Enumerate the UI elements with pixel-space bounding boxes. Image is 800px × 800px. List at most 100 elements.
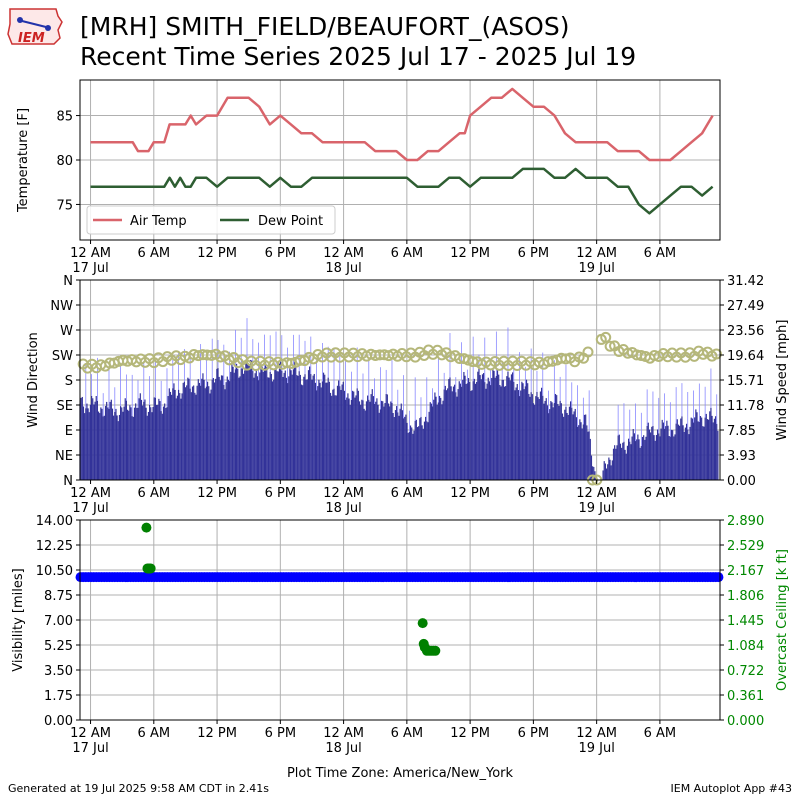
visibility-markers	[75, 572, 724, 583]
x-date-label: 18 Jul	[325, 741, 361, 756]
wind-direction-point	[710, 348, 722, 360]
x-tick-label: 12 AM	[576, 486, 617, 501]
wind-speed-tick-label: 11.78	[727, 399, 764, 414]
wind-direction-tick-label: NW	[50, 299, 73, 314]
grid-layer	[80, 80, 720, 720]
x-tick-label: 12 PM	[197, 726, 237, 741]
wind-direction-tick-label: N	[63, 274, 73, 289]
legend-box	[86, 205, 336, 235]
wind-direction-tick-label: SW	[52, 349, 73, 364]
temperature-legend: Air Temp Dew Point	[86, 205, 336, 235]
ceiling-tick-label: 2.167	[727, 564, 764, 579]
visibility-tick-label: 5.25	[44, 639, 73, 654]
x-date-label: 18 Jul	[325, 501, 361, 516]
temperature-axis-label: Temperature [F]	[16, 108, 31, 213]
visibility-tick-label: 3.50	[44, 664, 73, 679]
y-tick-label: 85	[56, 110, 73, 125]
x-tick-label: 6 AM	[644, 246, 677, 261]
wind-speed-tick-label: 31.42	[727, 274, 764, 289]
y-tick-label: 75	[56, 198, 73, 213]
ceiling-point	[141, 522, 152, 533]
x-tick-label: 6 AM	[138, 246, 171, 261]
footer-generated-text: Generated at 19 Jul 2025 9:58 AM CDT in …	[8, 782, 269, 795]
ceiling-point	[145, 563, 156, 574]
x-tick-label: 12 AM	[70, 726, 111, 741]
x-tick-label: 6 AM	[391, 486, 424, 501]
wind-speed-axis-label: Wind Speed [mph]	[775, 320, 790, 441]
x-date-label: 19 Jul	[578, 261, 614, 276]
chart-title-line1: [MRH] SMITH_FIELD/BEAUFORT_(ASOS)	[80, 12, 570, 41]
x-tick-label: 12 AM	[323, 486, 364, 501]
x-date-label: 18 Jul	[325, 261, 361, 276]
wind-direction-tick-label: E	[65, 424, 73, 439]
wind-direction-point	[604, 340, 616, 352]
wind-speed-tick-label: 7.85	[727, 424, 756, 439]
x-tick-label: 6 AM	[391, 726, 424, 741]
x-tick-label: 12 AM	[576, 726, 617, 741]
x-date-label: 17 Jul	[72, 261, 108, 276]
x-tick-label: 6 AM	[644, 726, 677, 741]
wind-speed-tick-label: 19.64	[727, 349, 764, 364]
wind-direction-point	[600, 331, 612, 343]
x-tick-label: 6 AM	[644, 486, 677, 501]
ceiling-tick-label: 0.000	[727, 714, 764, 729]
x-tick-label: 12 AM	[70, 486, 111, 501]
iem-logo: IEM	[7, 8, 63, 46]
wind-direction-point	[582, 346, 594, 358]
wind-speed-bars	[79, 318, 719, 480]
visibility-axis-label: Visibility [miles]	[11, 568, 26, 671]
x-tick-label: 6 AM	[391, 246, 424, 261]
x-tick-label: 12 AM	[323, 246, 364, 261]
x-date-label: 19 Jul	[578, 741, 614, 756]
ceiling-tick-label: 1.084	[727, 639, 764, 654]
wind-speed-tick-label: 0.00	[727, 474, 756, 489]
x-tick-label: 12 PM	[450, 486, 490, 501]
ceiling-markers	[141, 522, 441, 656]
ceiling-point	[430, 645, 441, 656]
wind-direction-tick-label: S	[65, 374, 73, 389]
wind-direction-tick-label: N	[63, 474, 73, 489]
x-date-label: 17 Jul	[72, 741, 108, 756]
x-tick-label: 6 PM	[518, 486, 549, 501]
ceiling-tick-label: 1.445	[727, 614, 764, 629]
ceiling-tick-label: 2.890	[727, 514, 764, 529]
ceiling-tick-label: 0.361	[727, 689, 764, 704]
wind-speed-tick-label: 23.56	[727, 324, 764, 339]
data-layer: Air Temp Dew Point	[75, 87, 724, 656]
wind-speed-tick-label: 27.49	[727, 299, 764, 314]
x-tick-label: 12 PM	[450, 726, 490, 741]
x-tick-label: 12 PM	[197, 486, 237, 501]
x-axis-label: Plot Time Zone: America/New_York	[287, 766, 514, 780]
chart-title-line2: Recent Time Series 2025 Jul 17 - 2025 Ju…	[80, 42, 637, 71]
x-tick-label: 12 AM	[576, 246, 617, 261]
visibility-tick-label: 0.00	[44, 714, 73, 729]
x-tick-label: 6 PM	[518, 726, 549, 741]
x-tick-label: 12 PM	[197, 246, 237, 261]
wind-direction-markers	[77, 331, 722, 486]
wind-direction-tick-label: NE	[55, 449, 73, 464]
ceiling-axis-label: Overcast Ceiling [k ft]	[775, 549, 790, 691]
wind-speed-tick-label: 3.93	[727, 449, 756, 464]
air-temp-line	[90, 87, 714, 162]
x-tick-label: 6 PM	[265, 246, 296, 261]
x-tick-label: 12 AM	[323, 726, 364, 741]
y-tick-label: 80	[56, 154, 73, 169]
legend-dew-point-label: Dew Point	[258, 214, 323, 229]
legend-air-temp-label: Air Temp	[130, 214, 187, 229]
x-date-label: 17 Jul	[72, 501, 108, 516]
ceiling-tick-label: 0.722	[727, 664, 764, 679]
x-tick-label: 6 PM	[518, 246, 549, 261]
x-tick-label: 12 AM	[70, 246, 111, 261]
logo-text: IEM	[18, 31, 45, 46]
ceiling-point	[417, 618, 428, 629]
visibility-tick-label: 12.25	[36, 539, 73, 554]
ceiling-tick-label: 1.806	[727, 589, 764, 604]
wind-direction-point	[573, 351, 585, 363]
wind-direction-tick-label: SE	[57, 399, 73, 414]
dew-point-line	[90, 167, 714, 215]
visibility-tick-label: 10.50	[36, 564, 73, 579]
visibility-tick-label: 8.75	[44, 589, 73, 604]
weather-map-icon	[17, 19, 51, 29]
